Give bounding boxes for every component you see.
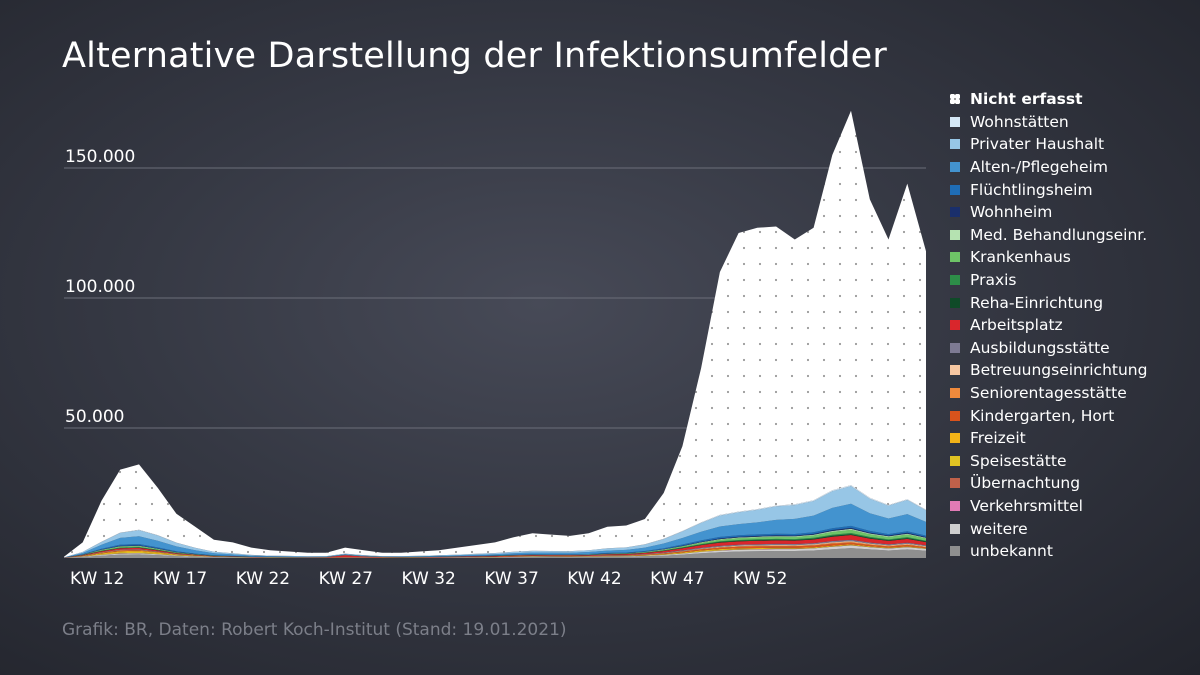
legend-item: Freizeit <box>950 427 1200 450</box>
x-tick-label: KW 12 <box>70 569 124 589</box>
legend-item: Krankenhaus <box>950 246 1200 269</box>
legend-item: Flüchtlingsheim <box>950 178 1200 201</box>
legend-label: Speisestätte <box>970 451 1067 470</box>
chart-title: Alternative Darstellung der Infektionsum… <box>62 36 887 76</box>
legend-swatch <box>950 365 960 376</box>
x-tick-label: KW 37 <box>484 569 538 589</box>
legend-item: Praxis <box>950 269 1200 292</box>
legend-item: Wohnstätten <box>950 111 1200 134</box>
area-krankenhaus <box>64 529 926 558</box>
legend-label: Krankenhaus <box>970 248 1071 267</box>
legend-swatch <box>950 500 960 511</box>
legend-label: Reha-Einrichtung <box>970 293 1104 312</box>
legend-label: Med. Behandlungseinr. <box>970 225 1148 244</box>
area-ausbildungsstätte <box>64 539 926 558</box>
y-tick-label: 100.000 <box>65 277 135 297</box>
legend-swatch <box>950 252 960 263</box>
area-kindergarten-hort <box>64 542 926 558</box>
legend-label: Kindergarten, Hort <box>970 406 1115 425</box>
area-flüchtlingsheim <box>64 525 926 558</box>
legend-label: Alten-/Pflegeheim <box>970 158 1108 177</box>
legend-swatch <box>950 410 960 421</box>
legend-item: Wohnheim <box>950 201 1200 224</box>
area-nicht-erfasst <box>64 110 926 558</box>
legend-item: Kindergarten, Hort <box>950 404 1200 427</box>
legend-label: Flüchtlingsheim <box>970 180 1093 199</box>
area-arbeitsplatz <box>64 535 926 558</box>
legend-label: Nicht erfasst <box>970 90 1083 109</box>
legend-item: Seniorentagesstätte <box>950 382 1200 405</box>
legend-swatch <box>950 229 960 240</box>
legend-item: Med. Behandlungseinr. <box>950 224 1200 247</box>
legend-swatch <box>950 320 960 331</box>
legend-label: Ausbildungsstätte <box>970 338 1110 357</box>
legend-item: Privater Haushalt <box>950 133 1200 156</box>
legend-swatch <box>950 139 960 150</box>
legend-swatch <box>950 342 960 353</box>
legend-swatch <box>950 523 960 534</box>
area-alten-pflegeheim <box>64 503 926 558</box>
legend-item: Arbeitsplatz <box>950 314 1200 337</box>
legend-item: weitere <box>950 517 1200 540</box>
legend-swatch <box>950 478 960 489</box>
legend-label: Praxis <box>970 271 1017 290</box>
legend-item: Alten-/Pflegeheim <box>950 156 1200 179</box>
stacked-area-chart: 50.000 100.000 150.000 KW 12 KW 17 KW 22 KW 2… <box>64 110 926 589</box>
legend-swatch <box>950 162 960 173</box>
legend-swatch <box>950 184 960 195</box>
legend: Nicht erfasst Wohnstätten Privater Haushal… <box>950 88 1200 562</box>
legend-item: Betreuungseinrichtung <box>950 359 1200 382</box>
x-tick-label: KW 22 <box>236 569 290 589</box>
legend-swatch <box>950 388 960 399</box>
legend-swatch <box>950 275 960 286</box>
legend-item: Reha-Einrichtung <box>950 291 1200 314</box>
x-tick-label: KW 42 <box>567 569 621 589</box>
legend-item: Nicht erfasst <box>950 88 1200 111</box>
legend-swatch <box>950 297 960 308</box>
x-tick-label: KW 47 <box>650 569 704 589</box>
legend-label: Privater Haushalt <box>970 135 1105 154</box>
legend-label: Arbeitsplatz <box>970 316 1063 335</box>
legend-item: Ausbildungsstätte <box>950 337 1200 360</box>
area-weitere <box>64 545 926 558</box>
legend-label: Übernachtung <box>970 474 1081 493</box>
legend-label: Wohnheim <box>970 203 1053 222</box>
x-tick-label: KW 52 <box>733 569 787 589</box>
legend-item: Speisestätte <box>950 450 1200 473</box>
legend-label: unbekannt <box>970 542 1053 561</box>
legend-swatch <box>950 455 960 466</box>
legend-swatch <box>950 546 960 557</box>
legend-item: Übernachtung <box>950 472 1200 495</box>
legend-item: unbekannt <box>950 540 1200 563</box>
x-tick-label: KW 32 <box>401 569 455 589</box>
legend-label: Betreuungseinrichtung <box>970 361 1148 380</box>
legend-label: Wohnstätten <box>970 112 1069 131</box>
area-unbekannt <box>64 548 926 558</box>
y-tick-label: 150.000 <box>65 147 135 167</box>
legend-swatch <box>950 116 960 127</box>
legend-label: Verkehrsmittel <box>970 496 1083 515</box>
area-privater-haushalt <box>64 486 926 558</box>
legend-swatch <box>950 433 960 444</box>
legend-label: Seniorentagesstätte <box>970 384 1127 403</box>
legend-swatch <box>950 94 960 105</box>
x-tick-label: KW 27 <box>319 569 373 589</box>
legend-label: weitere <box>970 519 1028 538</box>
legend-label: Freizeit <box>970 429 1026 448</box>
legend-swatch <box>950 207 960 218</box>
legend-item: Verkehrsmittel <box>950 495 1200 518</box>
y-tick-label: 50.000 <box>65 407 124 427</box>
source-note: Grafik: BR, Daten: Robert Koch-Institut … <box>62 620 567 640</box>
x-tick-label: KW 17 <box>153 569 207 589</box>
